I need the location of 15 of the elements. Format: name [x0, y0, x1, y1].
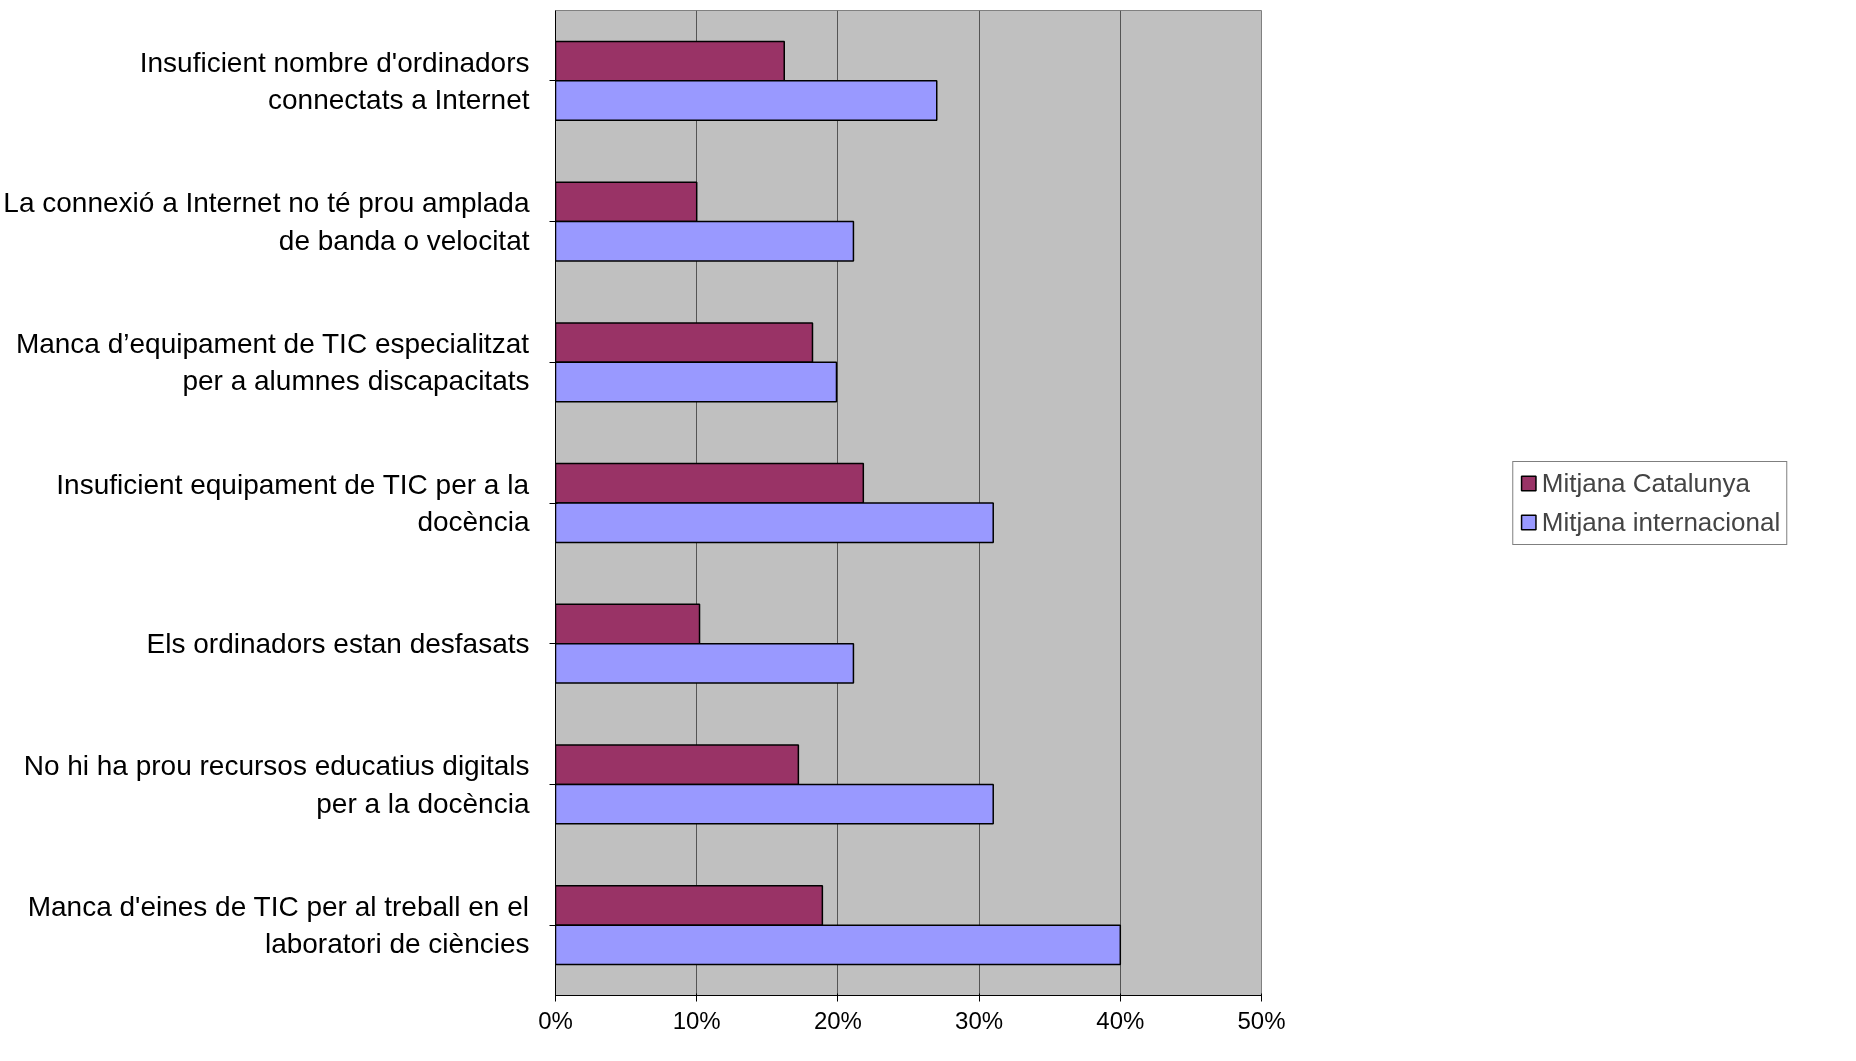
- y-tick-label: No hi ha prou recursos educatius digitals per a la docència: [23, 750, 530, 819]
- x-tick-label: 50%: [1237, 1006, 1286, 1034]
- x-tick-label: 20%: [813, 1006, 862, 1034]
- legend-label: Mitjana Catalunya: [1541, 467, 1750, 499]
- legend-label: Mitjana internacional: [1541, 506, 1781, 538]
- y-tick-label: Manca d'eines de TIC per al treball en el laboratori de ciències: [27, 891, 530, 960]
- y-tick-label: Els ordinadors estan desfasats: [146, 628, 530, 660]
- y-tick-label: La connexió a Internet no té prou amplada de banda o velocitat: [3, 187, 530, 256]
- y-tick-label: Insuficient nombre d'ordinadors connectats a Internet: [139, 46, 530, 115]
- x-tick-label: 40%: [1096, 1006, 1145, 1034]
- y-tick-label: Insuficient equipament de TIC per a la docència: [56, 468, 530, 538]
- x-tick-label: 10%: [672, 1006, 721, 1034]
- x-tick-label: 0%: [538, 1006, 573, 1034]
- x-tick-label: 30%: [955, 1006, 1004, 1034]
- y-tick-label: Manca d’equipament de TIC especialitzat per a alumnes discapacitats: [15, 328, 530, 397]
